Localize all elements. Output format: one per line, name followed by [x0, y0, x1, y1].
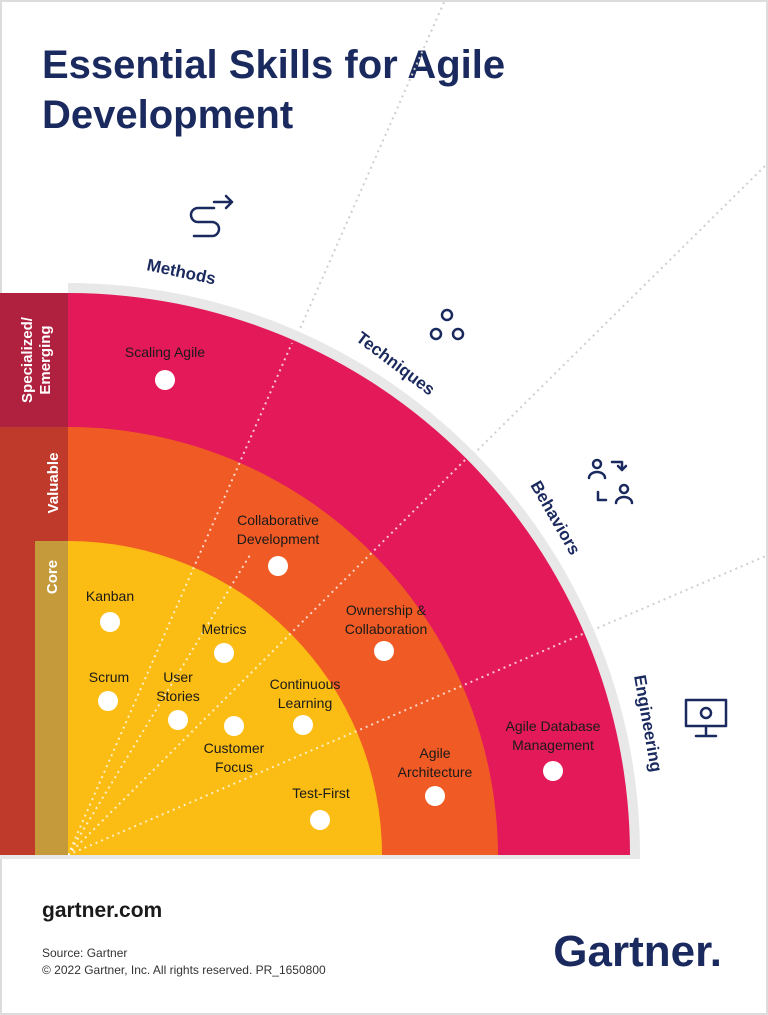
title-line: Development	[42, 93, 293, 137]
skill-label: Test-First	[292, 785, 350, 801]
skill-label: Scaling Agile	[125, 344, 205, 360]
bar-core	[35, 541, 68, 855]
skill-label: Kanban	[86, 588, 134, 604]
behaviors-icon	[587, 458, 634, 505]
skill-dot	[214, 643, 234, 663]
skill-label: Development	[237, 531, 320, 547]
title-line: Essential Skills for Agile	[42, 43, 505, 87]
skill-dot	[168, 710, 188, 730]
ring-label-line: Specialized/	[19, 316, 36, 403]
skill-label: Focus	[215, 759, 253, 775]
bar-specialized	[0, 293, 68, 427]
skill-dot	[155, 370, 175, 390]
skill-dot	[224, 716, 244, 736]
skill-dot	[374, 641, 394, 661]
skill-label: Scrum	[89, 669, 129, 685]
skill-label: Learning	[278, 695, 333, 711]
skill-label: User	[163, 669, 193, 685]
skill-dot	[425, 786, 445, 806]
skill-dot	[100, 612, 120, 632]
skill-label: Architecture	[398, 764, 473, 780]
skill-label: Customer	[204, 740, 265, 756]
ring-label-line: Emerging	[37, 325, 54, 394]
skill-dot	[268, 556, 288, 576]
base-rim	[0, 855, 640, 859]
methods-icon	[189, 194, 234, 238]
techniques-icon	[429, 308, 465, 341]
ring-label: Specialized/ Emerging	[19, 316, 54, 403]
skill-label: Management	[512, 737, 594, 753]
skill-label: Ownership &	[346, 602, 427, 618]
skill-dot	[98, 691, 118, 711]
skills: Scaling Agile Collaborative Development Kan…	[86, 344, 601, 830]
copyright: © 2022 Gartner, Inc. All rights reserved…	[42, 963, 326, 977]
skill-label: Continuous	[270, 676, 341, 692]
website: gartner.com	[42, 899, 162, 922]
skill-label: Agile	[419, 745, 450, 761]
ring-label: Core	[44, 560, 61, 594]
skill-dot	[543, 761, 563, 781]
logo: Gartner.	[553, 927, 722, 976]
skill-label: Agile Database	[506, 718, 601, 734]
skill-label: Stories	[156, 688, 200, 704]
skill-label: Collaboration	[345, 621, 428, 637]
skill-dot	[293, 715, 313, 735]
skill-label: Collaborative	[237, 512, 319, 528]
skill-dot	[310, 810, 330, 830]
ring-label: Valuable	[45, 453, 62, 514]
skill-label: Metrics	[201, 621, 246, 637]
source: Source: Gartner	[42, 946, 127, 960]
inner-guide-lines	[67, 342, 586, 856]
engineering-icon	[684, 698, 728, 738]
